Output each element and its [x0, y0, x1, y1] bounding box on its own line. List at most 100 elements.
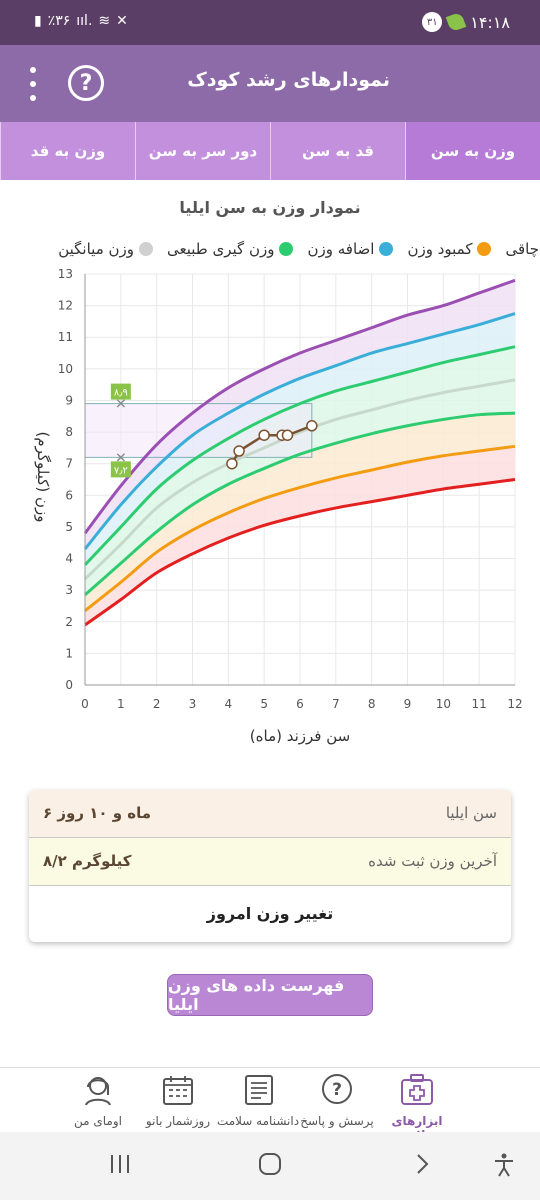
x-tick-label: 7 — [332, 697, 340, 711]
tab-weight-for-age[interactable]: وزن به سن — [405, 122, 540, 180]
nav-label: ابزارهای سلامت — [391, 1114, 443, 1132]
x-tick-label: 0 — [81, 697, 89, 711]
app-leaf-icon — [445, 11, 467, 33]
woman-avatar-icon — [85, 1077, 111, 1106]
nav-label: اومای من — [74, 1114, 122, 1128]
weight-data-list-button[interactable]: فهرست داده های وزن ایلیا — [167, 974, 373, 1016]
wifi-icon: ≋ — [98, 13, 111, 29]
range-label-box — [110, 461, 131, 478]
x-tick-label: 10 — [436, 697, 451, 711]
medical-kit-icon — [401, 1074, 433, 1105]
y-tick-label: 10 — [58, 362, 73, 376]
x-tick-label: 11 — [472, 697, 487, 711]
y-tick-label: 12 — [58, 299, 73, 313]
y-axis-label: وزن (کیلوگرم) — [34, 431, 52, 522]
legend-dot-icon — [477, 242, 492, 256]
chart-band — [85, 379, 515, 595]
x-tick-label: 4 — [225, 697, 233, 711]
measurement-point — [306, 420, 318, 432]
tab-head-for-age[interactable]: دور سر به سن — [135, 122, 270, 180]
weight-label: آخرین وزن ثبت شده — [368, 852, 497, 870]
legend-dot-icon — [139, 242, 153, 256]
status-left: ▮ ٪۳۶ ııl. ≋ ✕ — [34, 13, 128, 29]
y-tick-label: 3 — [65, 583, 73, 597]
series-line — [83, 378, 516, 581]
age-label: سن ایلیا — [445, 804, 497, 822]
accessibility-icon[interactable] — [492, 1152, 516, 1178]
age-value: ۶ ماه و ۱۰ روز — [43, 804, 152, 822]
measurement-point — [233, 445, 245, 457]
tab-weight-for-height[interactable]: وزن به قد — [0, 122, 135, 180]
y-tick-label: 6 — [65, 488, 73, 502]
x-tick-label: 2 — [153, 697, 161, 711]
nav-label: پرسش و پاسخ — [300, 1114, 374, 1128]
chart-band — [85, 413, 515, 611]
chart-band — [85, 280, 515, 550]
y-tick-label: 2 — [65, 615, 73, 629]
y-tick-label: 9 — [65, 393, 73, 407]
y-tick-label: 13 — [58, 267, 73, 281]
y-tick-label: 8 — [65, 425, 73, 439]
status-bar: ۳۱ ۱۴:۱۸ ▮ ٪۳۶ ııl. ≋ ✕ — [0, 0, 540, 45]
page-title: نمودارهای رشد کودک — [187, 69, 390, 91]
chart-tabs: وزن به سن قد به سن دور سر به سن وزن به ق… — [0, 122, 540, 180]
chart-legend: چاقی کمبود وزن اضافه وزن وزن گیری طبیعی وزن … — [0, 240, 540, 266]
y-tick-label: 0 — [65, 678, 73, 692]
tab-height-for-age[interactable]: قد به سن — [270, 122, 405, 180]
series-line — [83, 312, 516, 550]
nav-label: روزشمار بانو — [145, 1114, 211, 1128]
nav-health-tools[interactable]: ابزارهای سلامت — [372, 1073, 462, 1132]
system-nav-bar — [0, 1132, 540, 1200]
nav-profile[interactable]: اومای من — [53, 1073, 143, 1128]
nav-encyclopedia[interactable]: دانشنامه سلامت — [213, 1073, 303, 1128]
notification-count-badge: ۳۱ — [422, 12, 443, 32]
x-axis-label: سن فرزند (ماه) — [250, 727, 350, 745]
legend-label: کمبود وزن — [407, 240, 473, 258]
range-marker-cross: ✕ — [115, 450, 127, 466]
legend-item[interactable]: اضافه وزن — [307, 240, 394, 258]
y-tick-label: 1 — [65, 646, 73, 660]
help-icon[interactable]: ? — [68, 65, 104, 101]
y-tick-label: 7 — [65, 457, 73, 471]
bottom-navigation: ابزارهای سلامت ? پرسش و پاسخ دانشنامه سل… — [0, 1067, 540, 1132]
legend-label: اضافه وزن — [307, 240, 375, 258]
app-bar: نمودارهای رشد کودک ? — [0, 45, 540, 122]
weight-row: آخرین وزن ثبت شده ۸/۲ کیلوگرم — [29, 838, 511, 886]
legend-item[interactable]: کمبود وزن — [407, 240, 492, 258]
status-right: ۳۱ ۱۴:۱۸ — [422, 11, 510, 33]
measurement-point — [258, 429, 270, 441]
question-bubble-icon: ? — [322, 1074, 352, 1104]
legend-item[interactable]: وزن گیری طبیعی — [167, 240, 294, 258]
legend-label: وزن گیری طبیعی — [167, 240, 275, 258]
recent-apps-icon[interactable] — [108, 1152, 132, 1176]
x-tick-label: 12 — [507, 697, 522, 711]
chart-band — [85, 346, 515, 580]
x-tick-label: 6 — [296, 697, 304, 711]
x-tick-label: 9 — [404, 697, 412, 711]
back-icon[interactable] — [412, 1152, 432, 1176]
battery-icon: ▮ — [34, 13, 42, 29]
nav-calendar[interactable]: روزشمار بانو — [133, 1073, 223, 1128]
weight-value: ۸/۲ کیلوگرم — [43, 852, 132, 870]
range-marker-cross: ✕ — [115, 397, 127, 413]
info-card: سن ایلیا ۶ ماه و ۱۰ روز آخرین وزن ثبت شد… — [29, 790, 511, 942]
legend-item[interactable]: وزن میانگین — [58, 240, 153, 258]
change-today-weight-button[interactable]: تغییر وزن امروز — [206, 903, 334, 923]
legend-dot-icon — [379, 242, 394, 256]
mute-icon: ✕ — [116, 13, 128, 29]
signal-icon: ııl. — [76, 13, 93, 29]
nav-qa[interactable]: ? پرسش و پاسخ — [292, 1073, 382, 1128]
home-icon[interactable] — [257, 1152, 283, 1176]
range-label-box — [110, 383, 131, 400]
more-vert-icon[interactable] — [30, 67, 36, 101]
legend-item[interactable]: چاقی — [505, 240, 540, 258]
newspaper-icon — [245, 1075, 273, 1105]
x-tick-label: 3 — [189, 697, 197, 711]
x-tick-label: 5 — [260, 697, 268, 711]
chart-title: نمودار وزن به سن ایلیا — [179, 198, 361, 217]
y-tick-label: 4 — [65, 552, 73, 566]
series-line — [84, 411, 516, 597]
measurement-point — [281, 429, 294, 441]
svg-text:?: ? — [332, 1080, 342, 1100]
legend-label: چاقی — [505, 240, 539, 258]
